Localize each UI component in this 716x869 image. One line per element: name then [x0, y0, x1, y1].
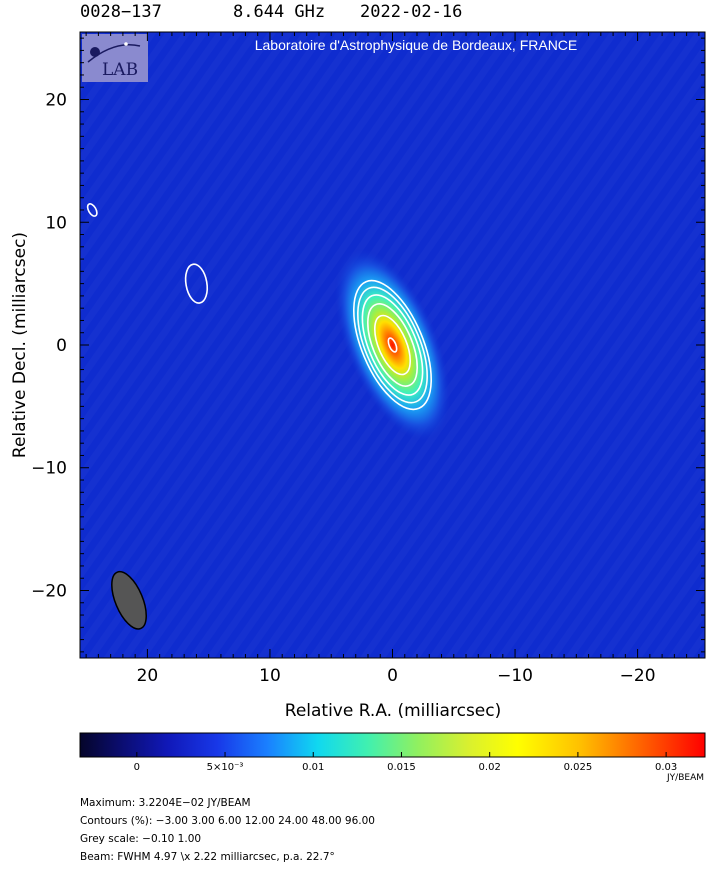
contour-12-percent — [361, 294, 424, 396]
source-emission — [334, 247, 451, 443]
colorbar-tick-label: 0.01 — [302, 762, 324, 773]
colorbar-tick-label: 0.02 — [479, 762, 501, 773]
logo-text: LAB — [102, 60, 138, 80]
y-tick-label: 20 — [45, 91, 67, 111]
contour-3-percent — [353, 279, 432, 411]
contour-24-percent — [367, 303, 418, 387]
y-axis-label: Relative Decl. (milliarcsec) — [10, 232, 30, 458]
contour-96-percent — [387, 337, 398, 353]
y-tick-label: 0 — [56, 336, 67, 356]
x-tick-label: 20 — [137, 666, 159, 686]
colorbar-unit: JY/BEAM — [666, 773, 704, 783]
observing-frequency: 8.644 GHz — [233, 2, 326, 22]
grey-scale-text: Grey scale: −0.10 1.00 — [80, 833, 202, 845]
x-tick-label: 0 — [387, 666, 398, 686]
x-axis-label: Relative R.A. (milliarcsec) — [285, 701, 501, 721]
y-tick-label: 10 — [45, 213, 67, 233]
observation-date: 2022-02-16 — [360, 2, 463, 22]
isolated-contour-1 — [184, 263, 209, 304]
lab-logo: LAB — [82, 34, 148, 82]
y-tick-label: −10 — [31, 459, 67, 479]
colorbar — [79, 732, 706, 758]
contour-6-percent — [357, 286, 428, 404]
colorbar-tick-label: 0.015 — [387, 762, 416, 773]
vlbi-map-chart: LAB Laboratoire d'Astrophysique de Borde… — [10, 31, 706, 783]
colorbar-tick-label: 5×10⁻³ — [207, 762, 244, 773]
y-tick-label: −20 — [31, 581, 67, 601]
x-tick-label: 10 — [259, 666, 281, 686]
colorbar-tick-label: 0.03 — [655, 762, 677, 773]
isolated-contour-2 — [86, 203, 98, 217]
contours-text: Contours (%): −3.00 3.00 6.00 12.00 24.0… — [80, 815, 375, 827]
x-tick-label: −10 — [497, 666, 533, 686]
source-name: 0028−137 — [80, 2, 162, 22]
beam-ellipse — [111, 570, 147, 630]
contour-48-percent — [373, 314, 412, 376]
maximum-text: Maximum: 3.2204E−02 JY/BEAM — [80, 797, 251, 809]
x-tick-label: −20 — [620, 666, 656, 686]
colorbar-tick-label: 0 — [134, 762, 140, 773]
colorbar-tick-label: 0.025 — [564, 762, 593, 773]
institution-banner: Laboratoire d'Astrophysique de Bordeaux,… — [255, 37, 578, 53]
beam-text: Beam: FWHM 4.97 \x 2.22 milliarcsec, p.a… — [80, 851, 335, 863]
